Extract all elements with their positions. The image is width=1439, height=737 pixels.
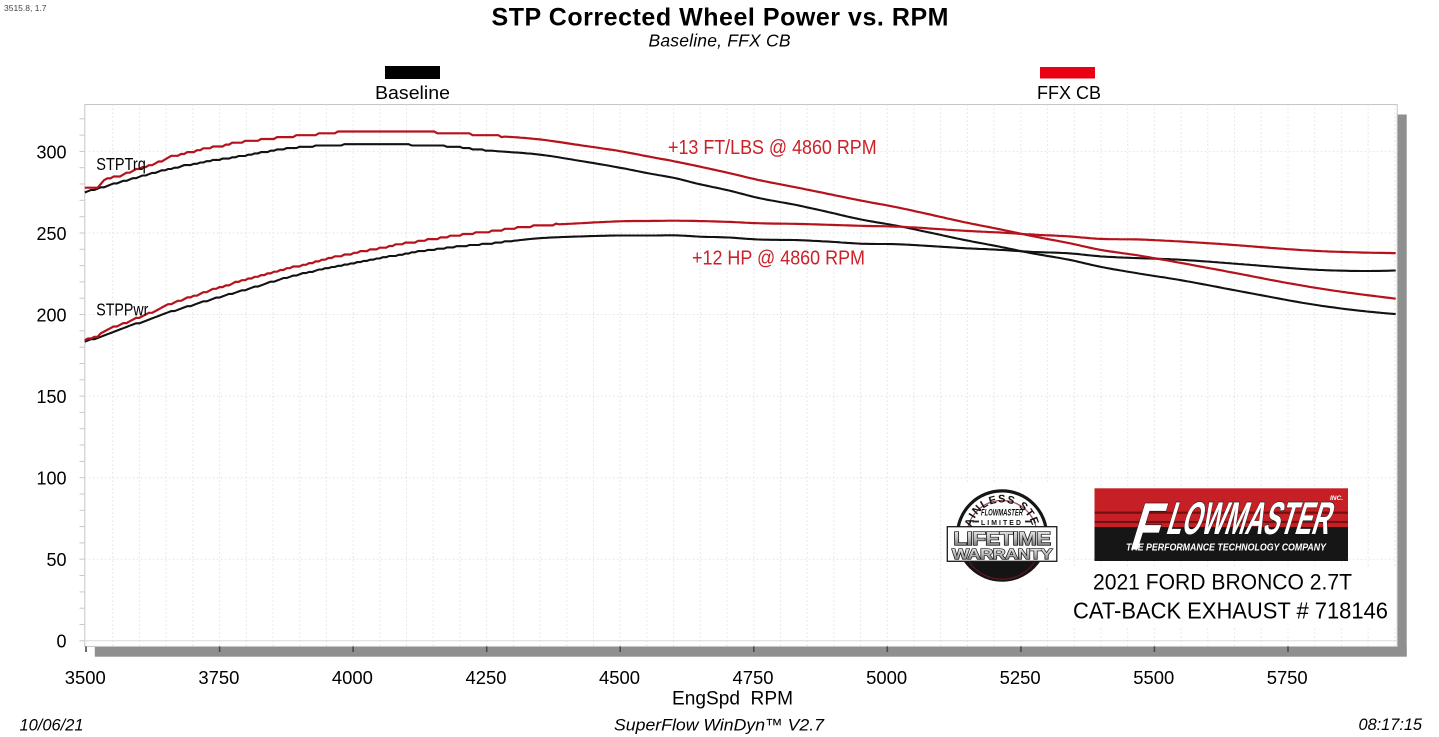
svg-text:Baseline: Baseline (375, 82, 450, 103)
svg-text:LIMITED: LIMITED (981, 518, 1023, 527)
svg-text:150: 150 (37, 386, 67, 407)
svg-text:4000: 4000 (332, 667, 373, 688)
svg-text:5500: 5500 (1133, 667, 1174, 688)
svg-text:EngSpd RPM: EngSpd RPM (672, 688, 793, 709)
svg-text:4250: 4250 (466, 667, 507, 688)
svg-text:250: 250 (37, 223, 67, 244)
svg-text:3515.8, 1.7: 3515.8, 1.7 (4, 3, 47, 13)
svg-text:INC.: INC. (1330, 495, 1343, 502)
svg-text:Baseline, FFX CB: Baseline, FFX CB (649, 31, 791, 51)
svg-text:50: 50 (47, 549, 67, 570)
svg-text:08:17:15: 08:17:15 (1359, 716, 1423, 734)
svg-text:5250: 5250 (1000, 667, 1041, 688)
svg-text:+13 FT/LBS @ 4860 RPM: +13 FT/LBS @ 4860 RPM (668, 137, 877, 159)
svg-text:SuperFlow WinDyn™ V2.7: SuperFlow WinDyn™ V2.7 (614, 716, 825, 735)
svg-text:5000: 5000 (866, 667, 907, 688)
svg-text:4750: 4750 (733, 667, 774, 688)
svg-text:LIFETIME: LIFETIME (954, 529, 1052, 549)
svg-text:10/06/21: 10/06/21 (20, 717, 84, 735)
svg-text:THE PERFORMANCE TECHNOLOGY COM: THE PERFORMANCE TECHNOLOGY COMPANY (1126, 543, 1327, 554)
svg-text:CAT-BACK EXHAUST # 718146: CAT-BACK EXHAUST # 718146 (1073, 598, 1388, 624)
svg-text:0: 0 (57, 631, 67, 652)
svg-text:100: 100 (37, 468, 67, 489)
svg-text:3500: 3500 (65, 667, 106, 688)
svg-text:4500: 4500 (599, 667, 640, 688)
svg-text:STPPwr: STPPwr (96, 300, 148, 320)
svg-text:5750: 5750 (1267, 667, 1308, 688)
svg-text:+12 HP @ 4860 RPM: +12 HP @ 4860 RPM (692, 248, 865, 270)
svg-text:FFX CB: FFX CB (1037, 82, 1101, 103)
svg-text:2021 FORD BRONCO 2.7T: 2021 FORD BRONCO 2.7T (1093, 570, 1352, 595)
svg-text:200: 200 (37, 304, 67, 325)
svg-text:WARRANTY: WARRANTY (952, 547, 1053, 563)
svg-text:3750: 3750 (198, 667, 239, 688)
svg-text:STP Corrected Wheel Power vs.: STP Corrected Wheel Power vs. RPM (492, 4, 949, 32)
svg-text:LOWMASTER: LOWMASTER (1162, 492, 1341, 544)
svg-text:FLOWMASTER: FLOWMASTER (981, 508, 1023, 518)
svg-text:STPTrq: STPTrq (96, 154, 146, 174)
svg-text:300: 300 (37, 141, 67, 162)
